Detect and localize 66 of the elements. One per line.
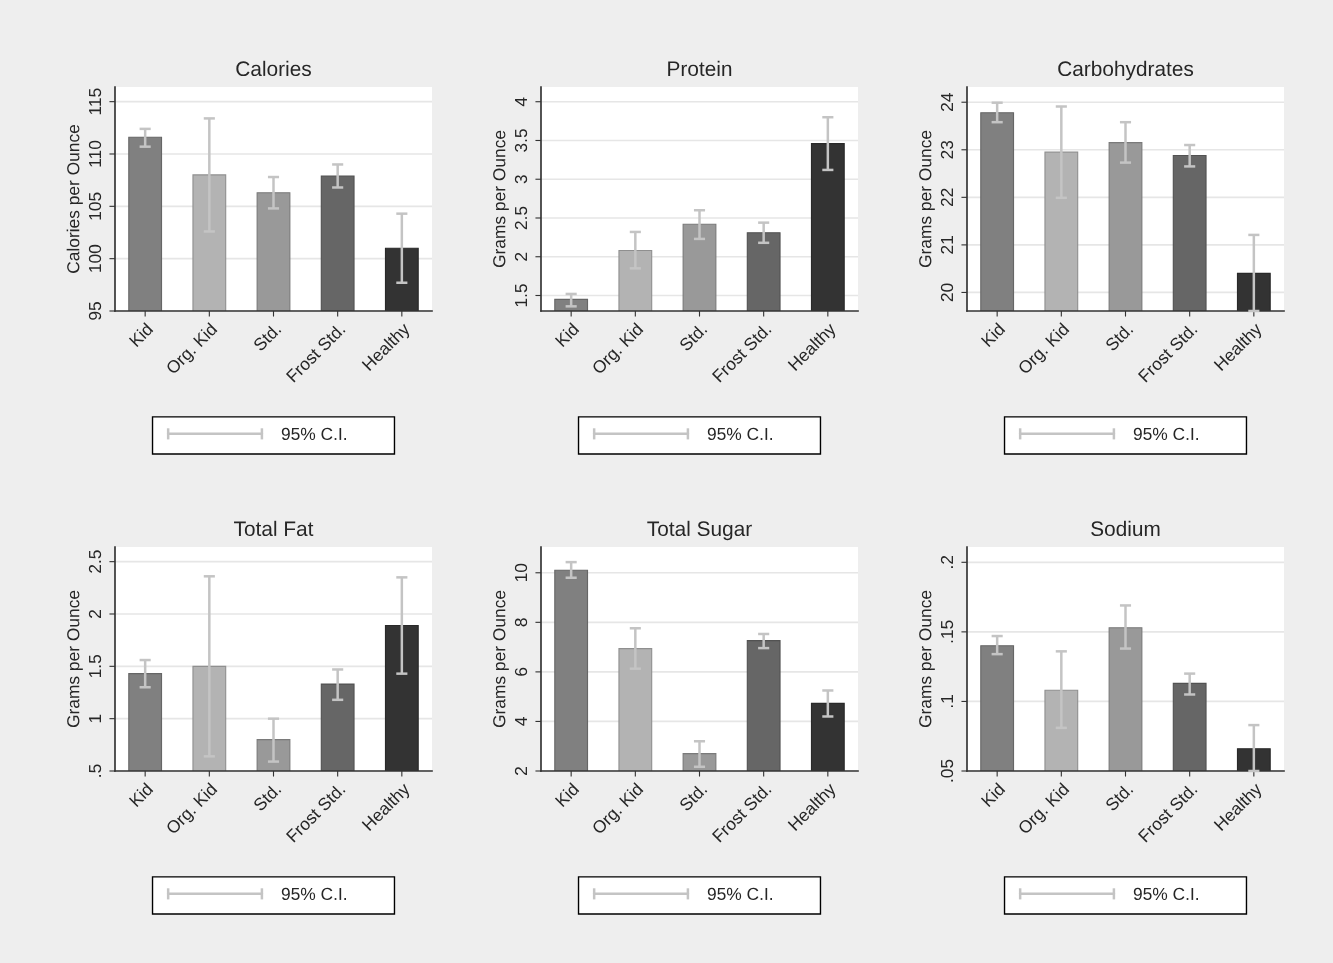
y-tick-label: 1.5 xyxy=(515,284,528,307)
y-tick-label: 115 xyxy=(89,88,102,115)
y-axis-title: Grams per Ounce xyxy=(493,590,509,728)
y-tick-label: .1 xyxy=(941,695,953,708)
y-tick-label: 22 xyxy=(940,188,953,207)
x-tick-label: Org. Kid xyxy=(590,782,646,838)
x-tick-label: Kid xyxy=(980,782,1006,808)
y-tick-label: 1.5 xyxy=(89,654,102,678)
x-tick-label: Std. xyxy=(252,782,282,812)
y-tick-label: 2.5 xyxy=(514,206,528,230)
y-tick-label: .5 xyxy=(89,764,102,777)
y-axis-title: Grams per Ounce xyxy=(919,590,935,728)
x-tick-label: Kid xyxy=(554,322,580,348)
y-tick-label: .05 xyxy=(940,759,954,782)
y-tick-label: 110 xyxy=(88,140,102,167)
chart-title: Total Fat xyxy=(234,520,314,537)
x-tick-label: Org. Kid xyxy=(590,322,646,378)
chart-title: Carbohydrates xyxy=(1058,60,1194,81)
y-axis-title: Grams per Ounce xyxy=(67,590,83,728)
y-tick-label: 95 xyxy=(88,302,102,320)
chart-title: Sodium xyxy=(1091,520,1160,537)
y-tick-label: 1 xyxy=(89,714,101,723)
y-tick-label: 24 xyxy=(940,93,953,111)
x-tick-label: Std. xyxy=(1104,322,1134,352)
y-tick-label: 20 xyxy=(940,283,954,302)
y-tick-label: 3 xyxy=(514,175,528,184)
text: 95% C.I. xyxy=(281,887,346,901)
x-tick-label: Kid xyxy=(980,322,1006,348)
chart-title: Calories xyxy=(236,60,311,77)
y-tick-label: 6 xyxy=(514,667,528,676)
x-tick-label: Kid xyxy=(128,322,154,348)
y-tick-label: 105 xyxy=(88,192,102,220)
y-tick-label: 2.5 xyxy=(88,550,102,573)
x-tick-label: Std. xyxy=(678,782,708,812)
text: 95% C.I. xyxy=(707,887,772,901)
y-axis-title: Calories per Ounce xyxy=(66,124,83,273)
y-tick-label: 100 xyxy=(88,244,102,272)
y-axis-title: Grams per Ounce xyxy=(493,130,509,268)
y-tick-label: .15 xyxy=(941,620,954,643)
y-tick-label: 4 xyxy=(515,97,527,107)
y-tick-label: 21 xyxy=(940,236,953,254)
y-tick-label: 23 xyxy=(940,140,954,159)
text: 95% C.I. xyxy=(1133,887,1198,901)
x-tick-label: Kid xyxy=(128,782,154,808)
series-label: 95% C.I. xyxy=(707,427,772,441)
chart-title: Total Sugar xyxy=(647,520,752,541)
y-tick-label: 4 xyxy=(515,717,527,726)
x-tick-label: Std. xyxy=(1104,782,1134,812)
chart-title: Protein xyxy=(668,60,732,77)
y-tick-label: 2 xyxy=(514,767,527,775)
x-tick-label: Kid xyxy=(554,782,580,808)
y-tick-label: .2 xyxy=(940,555,953,568)
y-tick-label: 8 xyxy=(514,618,528,627)
x-tick-label: Org. Kid xyxy=(1016,322,1072,378)
x-tick-label: Org. Kid xyxy=(164,782,220,838)
x-tick-label: Org. Kid xyxy=(164,322,220,378)
y-tick-label: 2 xyxy=(88,610,101,618)
x-tick-label: Std. xyxy=(678,322,708,352)
y-tick-label: 3.5 xyxy=(514,129,528,152)
y-axis-title: Grams per Ounce xyxy=(919,130,935,268)
x-tick-label: Org. Kid xyxy=(1016,782,1072,838)
series-label: 95% C.I. xyxy=(1133,427,1198,441)
x-tick-label: Std. xyxy=(252,322,282,352)
y-tick-label: 2 xyxy=(514,252,527,261)
y-tick-label: 10 xyxy=(514,563,528,582)
series-label: 95% C.I. xyxy=(281,427,346,441)
